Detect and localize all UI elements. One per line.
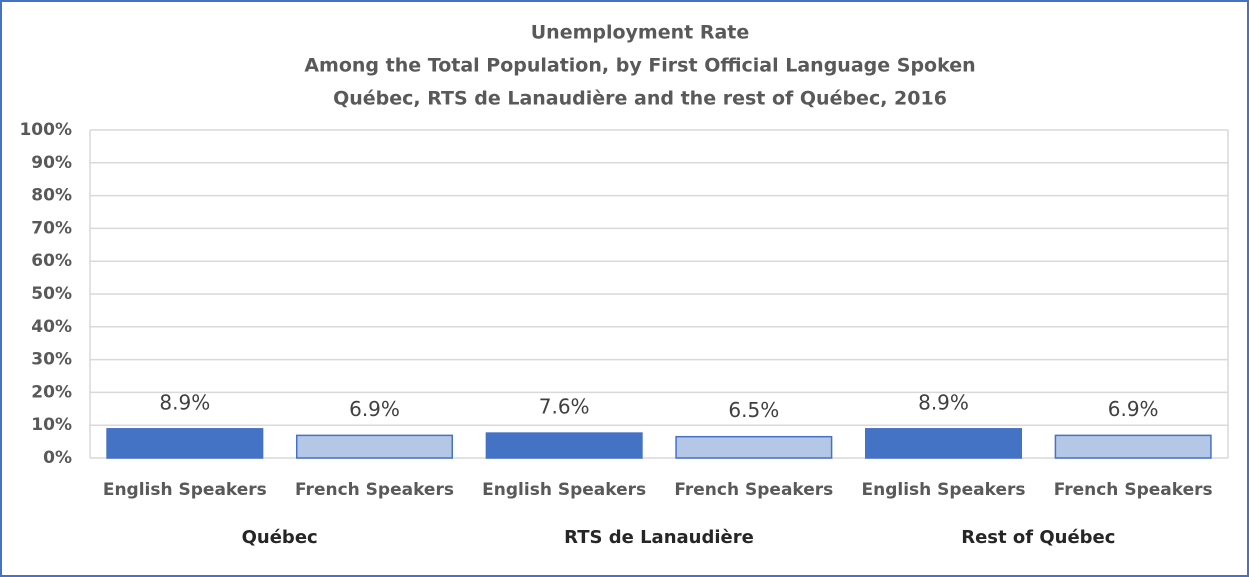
bar [675, 435, 833, 459]
y-tick-label: 50% [31, 284, 72, 304]
y-tick-label: 10% [31, 415, 72, 435]
bar [864, 428, 1023, 459]
y-tick-label: 100% [19, 120, 72, 140]
group-label: Rest of Québec [961, 527, 1115, 548]
x-tick-label: English Speakers [862, 480, 1026, 500]
x-tick-label: English Speakers [482, 480, 646, 500]
y-tick-label: 20% [31, 382, 72, 402]
y-tick-label: 80% [31, 186, 72, 206]
y-tick-label: 40% [31, 317, 72, 337]
bar [1054, 434, 1212, 459]
y-tick-label: 90% [31, 153, 72, 173]
value-label: 7.6% [539, 395, 590, 419]
bar [485, 432, 643, 459]
group-label: RTS de Lanaudière [564, 527, 754, 548]
value-label: 6.5% [728, 398, 779, 422]
y-tick-label: 70% [31, 218, 72, 238]
bar [106, 428, 264, 459]
x-tick-label: French Speakers [1054, 480, 1213, 500]
value-label: 6.9% [349, 397, 400, 421]
group-label: Québec [242, 527, 318, 548]
chart-subtitle: Among the Total Population, by First Off… [304, 55, 975, 77]
value-label: 8.9% [918, 390, 969, 414]
y-tick-label: 30% [31, 350, 72, 370]
x-tick-label: French Speakers [295, 480, 454, 500]
chart-title: Unemployment Rate [531, 22, 750, 44]
x-tick-label: English Speakers [103, 480, 267, 500]
chart-subtitle: Québec, RTS de Lanaudière and the rest o… [333, 88, 947, 110]
bar [295, 434, 454, 459]
x-tick-label: French Speakers [674, 480, 833, 500]
y-tick-label: 60% [31, 251, 72, 271]
value-label: 8.9% [159, 390, 210, 414]
value-label: 6.9% [1108, 397, 1159, 421]
y-tick-label: 0% [43, 448, 72, 468]
